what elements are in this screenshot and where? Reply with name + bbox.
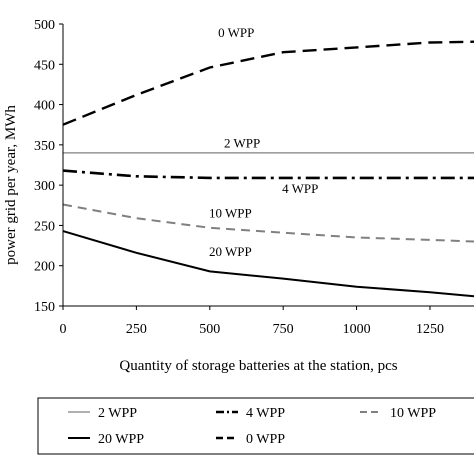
series-lines	[62, 40, 474, 298]
y-axis-label: power grid per year, MWh	[3, 105, 19, 265]
x-tick-label: 1000	[343, 322, 371, 337]
x-axis-label: Quantity of storage batteries at the sta…	[119, 358, 397, 374]
x-tick-label: 0	[60, 322, 67, 337]
series-line-4-wpp	[62, 169, 474, 180]
series-line-0-wpp	[62, 40, 474, 126]
legend-label-4-wpp: 4 WPP	[246, 406, 285, 421]
y-tick-label: 200	[34, 260, 55, 275]
annotation-20-wpp: 20 WPP	[209, 244, 252, 259]
series-annotations: 0 WPP 2 WPP 4 WPP 10 WPP 20 WPP	[209, 25, 318, 259]
x-tick-label: 500	[199, 322, 220, 337]
series-line-20-wpp	[62, 230, 474, 298]
annotation-0-wpp: 0 WPP	[218, 25, 254, 40]
legend-label-0-wpp: 0 WPP	[246, 432, 285, 447]
y-tick-label: 500	[34, 18, 55, 33]
x-axis-ticks: 0 250 500 750 1000 1250	[60, 306, 444, 337]
legend-label-2-wpp: 2 WPP	[98, 406, 137, 421]
x-tick-label: 750	[273, 322, 294, 337]
series-line-10-wpp	[62, 203, 474, 243]
y-tick-label: 300	[34, 179, 55, 194]
legend-label-20-wpp: 20 WPP	[98, 432, 144, 447]
y-tick-label: 400	[34, 99, 55, 114]
legend-box	[37, 397, 474, 455]
y-tick-label: 150	[34, 300, 55, 315]
legend-label-10-wpp: 10 WPP	[390, 406, 436, 421]
annotation-4-wpp: 4 WPP	[282, 181, 318, 196]
legend: 2 WPP 4 WPP 10 WPP 20 WPP 0 WPP	[68, 406, 436, 447]
annotation-2-wpp: 2 WPP	[224, 135, 260, 150]
y-tick-label: 350	[34, 139, 55, 154]
y-tick-label: 250	[34, 219, 55, 234]
y-axis-ticks: 150 200 250 300 350 400 450 500	[34, 18, 63, 315]
annotation-10-wpp: 10 WPP	[209, 205, 252, 220]
x-tick-label: 1250	[416, 322, 444, 337]
y-tick-label: 450	[34, 58, 55, 73]
x-tick-label: 250	[126, 322, 147, 337]
